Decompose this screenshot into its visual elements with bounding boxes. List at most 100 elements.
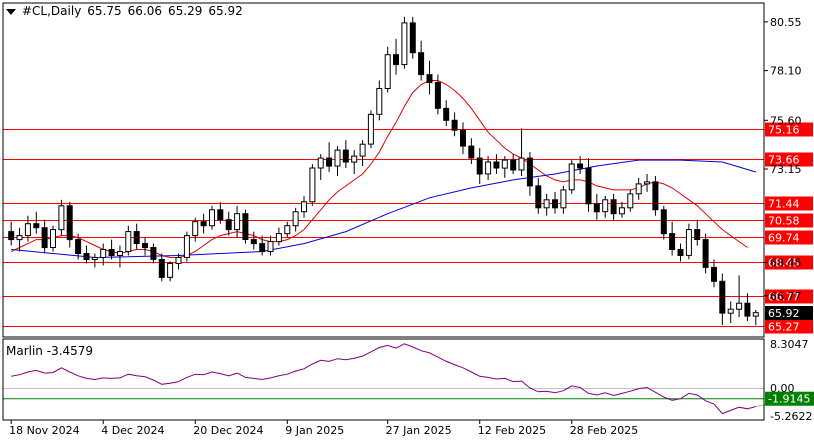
candle-body-bull <box>284 225 291 235</box>
candle-body-bear <box>744 302 751 317</box>
candle <box>393 38 399 75</box>
candle-body-bull <box>334 149 341 167</box>
dropdown-triangle-icon[interactable] <box>6 8 16 15</box>
candle-body-bear <box>200 221 207 227</box>
candle-body-bear <box>259 243 266 253</box>
candle-body-bear <box>443 107 450 121</box>
candle-body-bull <box>367 113 374 145</box>
level-tag-68.45 <box>765 255 813 270</box>
candle <box>225 211 232 236</box>
candle <box>108 239 115 260</box>
candle-body-bull <box>234 213 241 231</box>
level-tag-73.66 <box>765 152 813 167</box>
level-label-73.66: 73.66 <box>768 154 800 167</box>
candle-body-bear <box>242 213 249 240</box>
candle-body-bear <box>83 253 90 260</box>
price-pane-frame <box>2 2 765 338</box>
candle <box>275 227 282 246</box>
candle <box>694 219 701 246</box>
candle <box>301 195 307 218</box>
candle <box>284 221 291 238</box>
price-pane <box>3 16 764 327</box>
candle <box>434 74 441 115</box>
candle <box>167 261 174 282</box>
candle-body-bull <box>376 88 383 115</box>
open-value: 65.75 <box>87 4 122 18</box>
price-scale-label-73.15: 73.15 <box>770 163 802 176</box>
candle <box>66 201 73 248</box>
candle-body-bear <box>660 209 667 235</box>
candle-body-bear <box>108 249 115 256</box>
candle <box>535 177 542 214</box>
candle <box>259 235 266 256</box>
candle <box>593 193 600 220</box>
candle-body-bull <box>627 193 634 209</box>
candle <box>83 245 90 264</box>
date-label: 28 Feb 2025 <box>570 424 638 437</box>
price-scale-label-75.60: 75.60 <box>770 114 802 127</box>
candle-body-bull <box>644 181 650 185</box>
indicator-line <box>11 343 756 415</box>
candle <box>200 213 207 234</box>
candle-body-bull <box>635 183 642 195</box>
candle <box>510 154 517 174</box>
candle <box>418 40 425 81</box>
candle <box>610 193 617 220</box>
indicator-scale-label-2: -5.2622 <box>770 410 812 423</box>
indicator-current-tag <box>765 391 814 406</box>
candle <box>359 140 366 167</box>
candle-body-bull <box>501 159 508 169</box>
candle <box>652 175 659 216</box>
date-label: 20 Dec 2024 <box>193 424 263 437</box>
candle-body-bull <box>183 235 190 259</box>
current-price-label: 65.92 <box>768 307 800 320</box>
candle-body-bull <box>317 157 324 169</box>
price-scale-label-68.45: 68.45 <box>770 256 802 269</box>
ma-fast-line <box>10 80 748 258</box>
candle-body-bear <box>468 145 475 159</box>
level-label-70.58: 70.58 <box>768 215 800 228</box>
candle-body-bear <box>225 219 232 231</box>
candle-body-bull <box>167 262 174 278</box>
candle-body-bull <box>100 249 107 258</box>
candle-body-bear <box>711 266 717 282</box>
candle-body-bear <box>510 159 517 171</box>
candle-body-bear <box>418 52 425 76</box>
candle-body-bear <box>250 239 257 245</box>
price-scale-label-66.77: 66.77 <box>770 290 802 303</box>
candle <box>217 201 224 224</box>
candle <box>476 148 483 184</box>
level-label-71.44: 71.44 <box>768 198 800 211</box>
symbol-label: #CL,Daily <box>22 4 82 18</box>
candle <box>334 146 341 176</box>
level-tag-65.27 <box>765 319 813 334</box>
candle-body-bear <box>577 163 584 169</box>
level-tag-70.58 <box>765 213 813 228</box>
candle-body-bear <box>342 149 349 163</box>
level-label-69.74: 69.74 <box>768 232 800 245</box>
candle-body-bull <box>736 302 743 310</box>
candle-body-bear <box>409 22 416 54</box>
candle-body-bull <box>543 199 550 209</box>
candle-body-bull <box>125 231 132 253</box>
candle <box>602 195 609 218</box>
candle-body-bear <box>552 199 558 209</box>
candle-body-bear <box>719 280 726 314</box>
candle-body-bull <box>209 209 215 227</box>
candle <box>443 100 450 127</box>
candle <box>460 122 466 155</box>
candle <box>727 301 734 324</box>
candle <box>267 235 274 256</box>
candle <box>485 156 492 180</box>
candle-body-bear <box>158 259 165 278</box>
candle-body-bear <box>610 199 617 215</box>
candle-body-bull <box>58 205 65 231</box>
candle <box>16 227 23 252</box>
candle <box>744 293 751 322</box>
candle <box>75 233 82 260</box>
candle-body-bear <box>133 231 140 245</box>
candle-body-bull <box>292 211 299 227</box>
candle <box>150 243 157 264</box>
